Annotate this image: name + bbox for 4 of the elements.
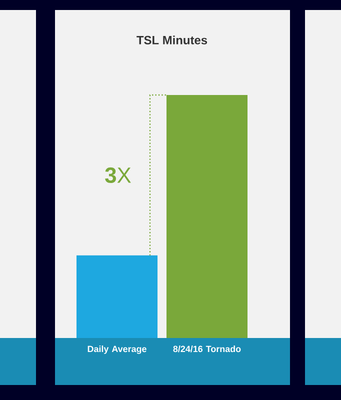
x-tick-label: Daily Average bbox=[88, 346, 146, 354]
chart-title: TSL Minutes bbox=[136, 36, 208, 44]
x-tick-label: 8/24/16 Tornado bbox=[173, 346, 241, 352]
annotation: 3X bbox=[105, 167, 131, 183]
